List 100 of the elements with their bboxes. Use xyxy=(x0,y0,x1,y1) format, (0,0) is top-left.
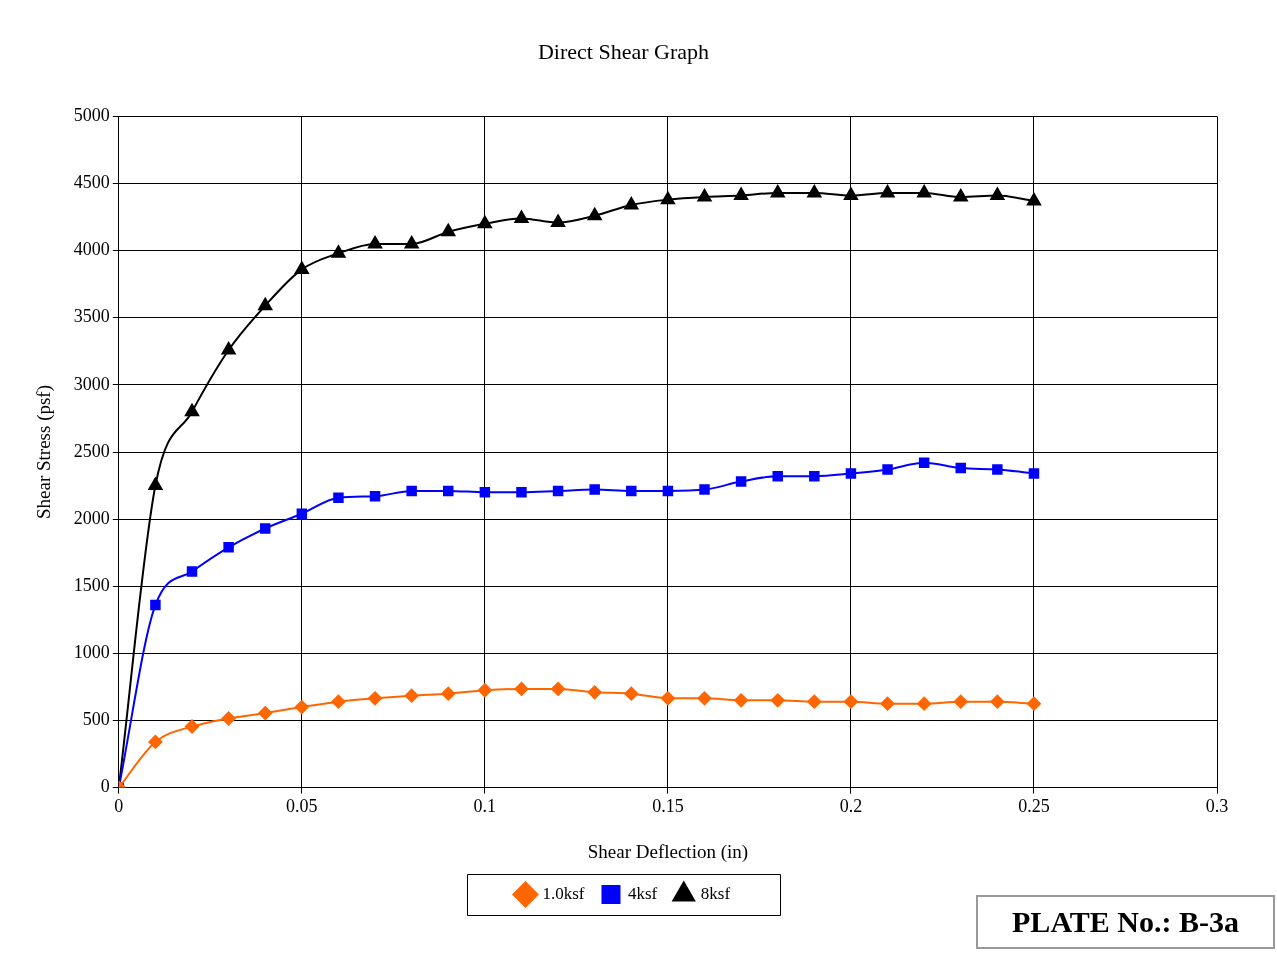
point xyxy=(221,711,236,726)
legend-label: 1.0ksf xyxy=(542,883,585,903)
point xyxy=(1026,192,1042,206)
point xyxy=(514,681,529,696)
y-tick-label: 0 xyxy=(100,776,110,797)
y-tick-label: 2500 xyxy=(73,440,110,461)
point xyxy=(843,694,858,709)
y-tick-label: 1500 xyxy=(73,574,110,595)
y-tick-label: 4000 xyxy=(73,239,110,260)
point xyxy=(516,487,527,498)
point xyxy=(186,566,198,577)
point xyxy=(552,485,564,497)
point xyxy=(843,187,858,201)
point xyxy=(990,694,1005,709)
point xyxy=(477,683,492,698)
point xyxy=(587,685,602,700)
point xyxy=(551,681,566,696)
x-tick-label: 0.3 xyxy=(1205,796,1229,817)
text: PLATE No.: B-3a xyxy=(976,895,1275,949)
point xyxy=(1026,696,1041,711)
point xyxy=(331,694,346,709)
point xyxy=(807,694,822,709)
point xyxy=(294,700,309,715)
point xyxy=(1028,468,1040,479)
point xyxy=(406,485,417,497)
point xyxy=(699,484,710,495)
point xyxy=(148,734,163,749)
point xyxy=(662,485,674,497)
point xyxy=(772,470,783,482)
point xyxy=(296,508,308,519)
point xyxy=(918,457,930,468)
point xyxy=(882,464,893,475)
point xyxy=(809,470,820,482)
point xyxy=(880,184,895,198)
point xyxy=(697,188,712,202)
point xyxy=(990,187,1005,201)
point xyxy=(660,191,675,205)
point xyxy=(770,184,785,198)
point xyxy=(953,694,968,709)
legend-label: 8ksf xyxy=(700,883,731,903)
y-tick-label: 4500 xyxy=(73,172,110,193)
point xyxy=(807,184,822,198)
point xyxy=(734,693,749,708)
point xyxy=(992,464,1003,475)
y-tick-label: 3000 xyxy=(73,373,110,394)
point xyxy=(441,686,456,701)
point xyxy=(148,477,163,491)
point xyxy=(404,688,419,703)
point xyxy=(404,235,419,249)
point xyxy=(223,542,234,553)
x-tick-label: 0.25 xyxy=(1018,796,1050,817)
y-tick-label: 500 xyxy=(82,709,110,730)
x-tick-label: 0.2 xyxy=(839,796,863,817)
point xyxy=(953,188,968,202)
point xyxy=(845,468,857,479)
point xyxy=(626,485,637,497)
x-tick-label: 0.1 xyxy=(473,796,497,817)
point xyxy=(294,261,309,274)
chart-title: Direct Shear Graph xyxy=(537,38,710,64)
point xyxy=(331,245,346,258)
y-tick-label: 2000 xyxy=(73,507,110,528)
point xyxy=(514,210,529,223)
point xyxy=(770,693,785,708)
point xyxy=(955,462,966,474)
point xyxy=(587,207,602,221)
x-tick-label: 0.05 xyxy=(286,796,318,817)
point xyxy=(479,487,491,498)
point xyxy=(443,485,454,497)
x-tick-label: 0 xyxy=(114,796,124,817)
point xyxy=(368,691,383,706)
point xyxy=(697,691,712,706)
y-tick-label: 1000 xyxy=(73,642,110,663)
point xyxy=(258,297,273,311)
y-axis-title: Shear Stress (psf) xyxy=(33,384,56,520)
point xyxy=(369,491,381,502)
y-tick-label: 5000 xyxy=(73,105,110,126)
point xyxy=(185,719,200,734)
point xyxy=(259,523,271,534)
point xyxy=(551,214,566,227)
point xyxy=(660,691,675,706)
point xyxy=(734,187,749,201)
point xyxy=(917,184,932,198)
legend-label: 4ksf xyxy=(627,883,658,903)
point xyxy=(441,223,456,237)
point xyxy=(367,235,383,249)
x-tick-label: 0.15 xyxy=(652,796,684,817)
point xyxy=(735,476,747,487)
point xyxy=(221,341,236,355)
point xyxy=(624,197,639,210)
point xyxy=(917,696,932,711)
point xyxy=(333,492,344,503)
point xyxy=(880,696,895,711)
point xyxy=(150,599,161,611)
point xyxy=(624,686,639,701)
point xyxy=(477,215,492,229)
point xyxy=(589,484,600,495)
y-tick-label: 3500 xyxy=(73,306,110,327)
point xyxy=(258,706,273,721)
point xyxy=(184,403,200,417)
x-axis-title: Shear Deflection (in) xyxy=(587,840,749,863)
